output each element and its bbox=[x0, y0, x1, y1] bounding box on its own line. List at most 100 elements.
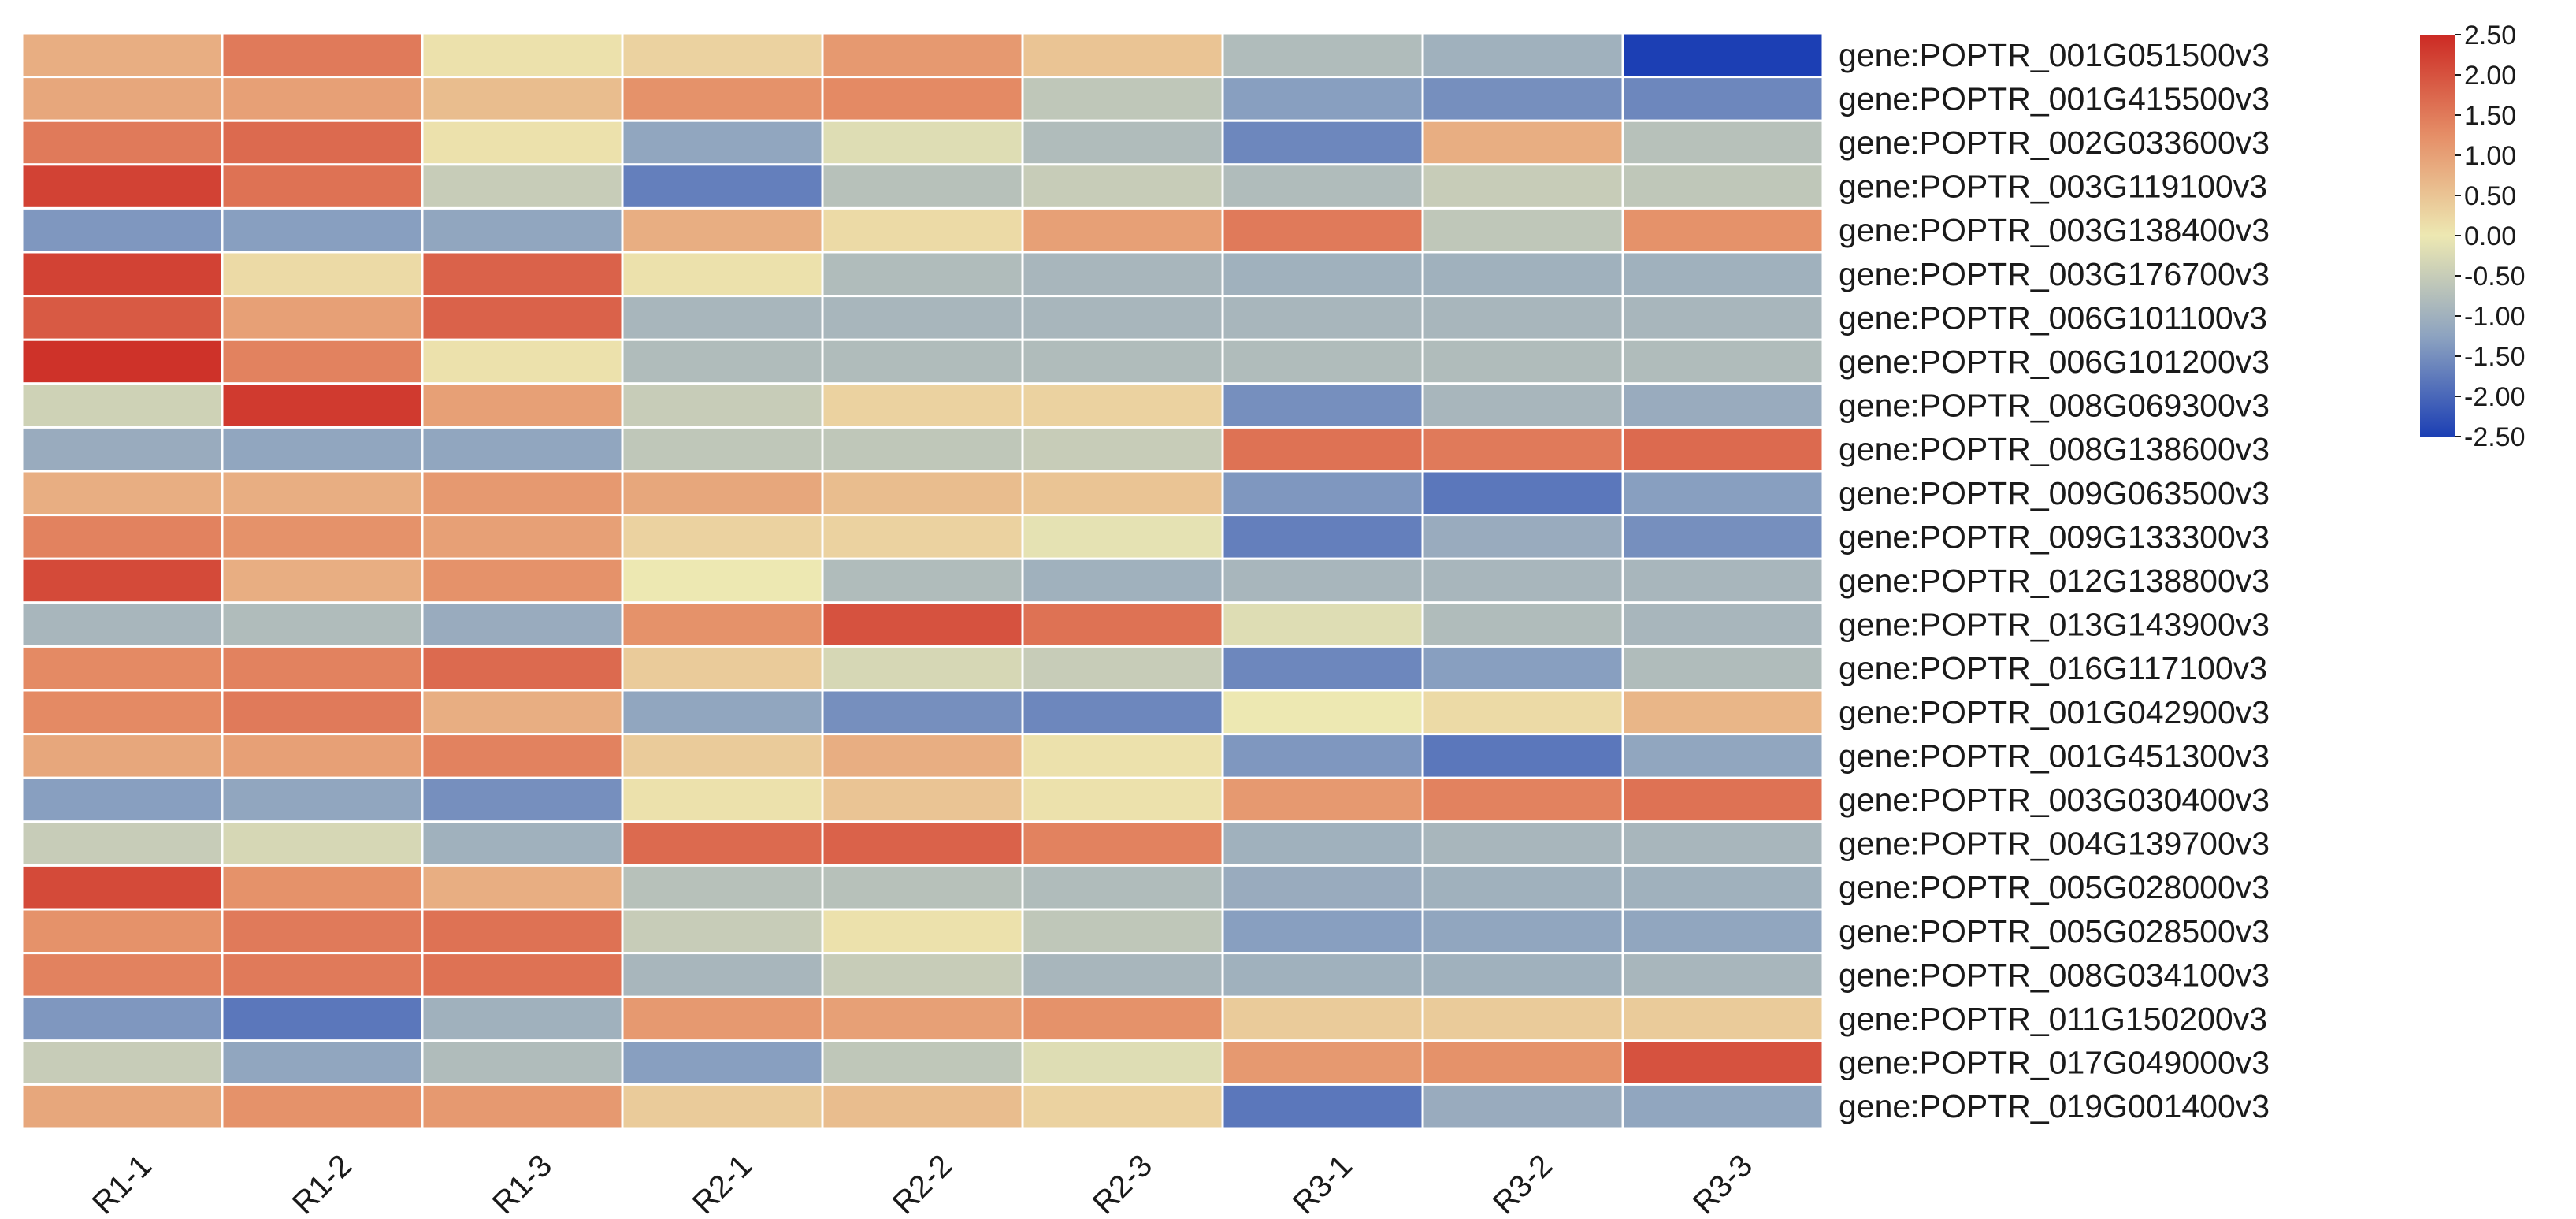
row-label: gene:POPTR_001G451300v3 bbox=[1839, 738, 2270, 774]
heatmap-cell bbox=[221, 733, 424, 779]
heatmap-cell bbox=[421, 338, 624, 385]
heatmap-cell bbox=[1421, 32, 1624, 79]
heatmap-cell bbox=[1421, 514, 1624, 560]
row-label: gene:POPTR_004G139700v3 bbox=[1839, 826, 2270, 862]
heatmap-cell bbox=[1021, 820, 1224, 867]
row-label: gene:POPTR_001G042900v3 bbox=[1839, 694, 2270, 730]
heatmap-cell bbox=[1221, 426, 1424, 473]
heatmap-cell bbox=[821, 645, 1024, 692]
heatmap-cell bbox=[621, 557, 824, 604]
heatmap-cell bbox=[821, 338, 1024, 385]
heatmap-cell bbox=[1421, 557, 1624, 604]
colorbar-tick-label: 0.50 bbox=[2464, 181, 2516, 211]
heatmap-cell bbox=[1421, 689, 1624, 736]
row-label: gene:POPTR_003G138400v3 bbox=[1839, 212, 2270, 248]
heatmap-cell bbox=[1021, 557, 1224, 604]
row-label: gene:POPTR_009G063500v3 bbox=[1839, 475, 2270, 511]
heatmap-cell bbox=[1021, 995, 1224, 1042]
heatmap-cell bbox=[1221, 1083, 1424, 1130]
heatmap-cell bbox=[621, 952, 824, 998]
row-label: gene:POPTR_003G176700v3 bbox=[1839, 256, 2270, 292]
heatmap-cell bbox=[1621, 645, 1824, 692]
heatmap-cell bbox=[1021, 295, 1224, 341]
heatmap-cell bbox=[1021, 601, 1224, 648]
heatmap-cell bbox=[221, 76, 424, 122]
heatmap-cell bbox=[1221, 470, 1424, 517]
heatmap-cell bbox=[221, 820, 424, 867]
heatmap-cell bbox=[1021, 514, 1224, 560]
heatmap-cell bbox=[20, 206, 224, 254]
heatmap-cell bbox=[1621, 1083, 1824, 1130]
heatmap-cell bbox=[1621, 1039, 1824, 1086]
heatmap-cell bbox=[1221, 119, 1424, 166]
heatmap-cell bbox=[1221, 514, 1424, 560]
heatmap-cell bbox=[421, 119, 624, 166]
heatmap-cell bbox=[621, 820, 824, 867]
row-label: gene:POPTR_013G143900v3 bbox=[1839, 607, 2270, 643]
heatmap-cell bbox=[621, 426, 824, 473]
heatmap-cell bbox=[1021, 776, 1224, 823]
heatmap-cell bbox=[421, 382, 624, 429]
heatmap-cell bbox=[221, 470, 424, 517]
heatmap-cell bbox=[1021, 908, 1224, 955]
heatmap-cell bbox=[421, 514, 624, 560]
heatmap-cell bbox=[421, 995, 624, 1042]
heatmap-cell bbox=[20, 382, 224, 429]
colorbar-gradient bbox=[2420, 35, 2455, 437]
heatmap-cell bbox=[1621, 32, 1824, 79]
row-label: gene:POPTR_008G034100v3 bbox=[1839, 957, 2270, 993]
heatmap-cell bbox=[621, 163, 824, 210]
heatmap-cell bbox=[1021, 382, 1224, 429]
heatmap-cell bbox=[821, 32, 1024, 79]
heatmap-cell bbox=[221, 295, 424, 341]
heatmap-cell bbox=[221, 952, 424, 998]
heatmap-cell bbox=[1221, 76, 1424, 122]
heatmap-cell bbox=[1221, 338, 1424, 385]
heatmap-cell bbox=[20, 952, 224, 998]
heatmap-cell bbox=[621, 251, 824, 298]
heatmap-cell bbox=[1621, 206, 1824, 254]
heatmap-cell bbox=[20, 908, 224, 955]
heatmap-cell bbox=[1021, 338, 1224, 385]
heatmap-cell bbox=[1621, 76, 1824, 122]
heatmap-cell bbox=[621, 995, 824, 1042]
colorbar-tick-label: -1.50 bbox=[2464, 342, 2526, 372]
row-label: gene:POPTR_001G051500v3 bbox=[1839, 37, 2270, 73]
heatmap-cell bbox=[1021, 1083, 1224, 1130]
heatmap-cell bbox=[20, 689, 224, 736]
heatmap-cell bbox=[1021, 864, 1224, 911]
heatmap-cell bbox=[221, 995, 424, 1042]
heatmap-cell bbox=[20, 163, 224, 210]
heatmap-cell bbox=[421, 601, 624, 648]
heatmap-cell bbox=[821, 426, 1024, 473]
heatmap-cell bbox=[1421, 295, 1624, 341]
heatmap-cell bbox=[1421, 119, 1624, 166]
heatmap-cell bbox=[421, 864, 624, 911]
colorbar-tick-label: -2.00 bbox=[2464, 382, 2526, 412]
heatmap-cell bbox=[221, 689, 424, 736]
heatmap-cell bbox=[1221, 689, 1424, 736]
heatmap-cell bbox=[1621, 470, 1824, 517]
heatmap-cell bbox=[20, 426, 224, 473]
heatmap-cell bbox=[221, 557, 424, 604]
heatmap-cell bbox=[1621, 163, 1824, 210]
heatmap-cell bbox=[1621, 557, 1824, 604]
heatmap-cell bbox=[1021, 426, 1224, 473]
heatmap-cell bbox=[1021, 32, 1224, 79]
heatmap-cell bbox=[621, 601, 824, 648]
heatmap-cell bbox=[421, 1039, 624, 1086]
heatmap-cell bbox=[1621, 601, 1824, 648]
heatmap-cell bbox=[1421, 908, 1624, 955]
heatmap-cell bbox=[621, 1083, 824, 1130]
colorbar-tick-label: -1.00 bbox=[2464, 302, 2526, 332]
heatmap-cell bbox=[1421, 995, 1624, 1042]
column-label: R1-3 bbox=[486, 1148, 559, 1215]
heatmap-cell bbox=[621, 733, 824, 779]
heatmap-cell bbox=[20, 251, 224, 298]
heatmap-cell bbox=[1421, 776, 1624, 823]
heatmap-cell bbox=[821, 776, 1024, 823]
colorbar-tick-label: 2.50 bbox=[2464, 20, 2516, 50]
heatmap-cell bbox=[821, 1083, 1024, 1130]
heatmap-cell bbox=[1421, 163, 1624, 210]
heatmap-cell bbox=[221, 601, 424, 648]
